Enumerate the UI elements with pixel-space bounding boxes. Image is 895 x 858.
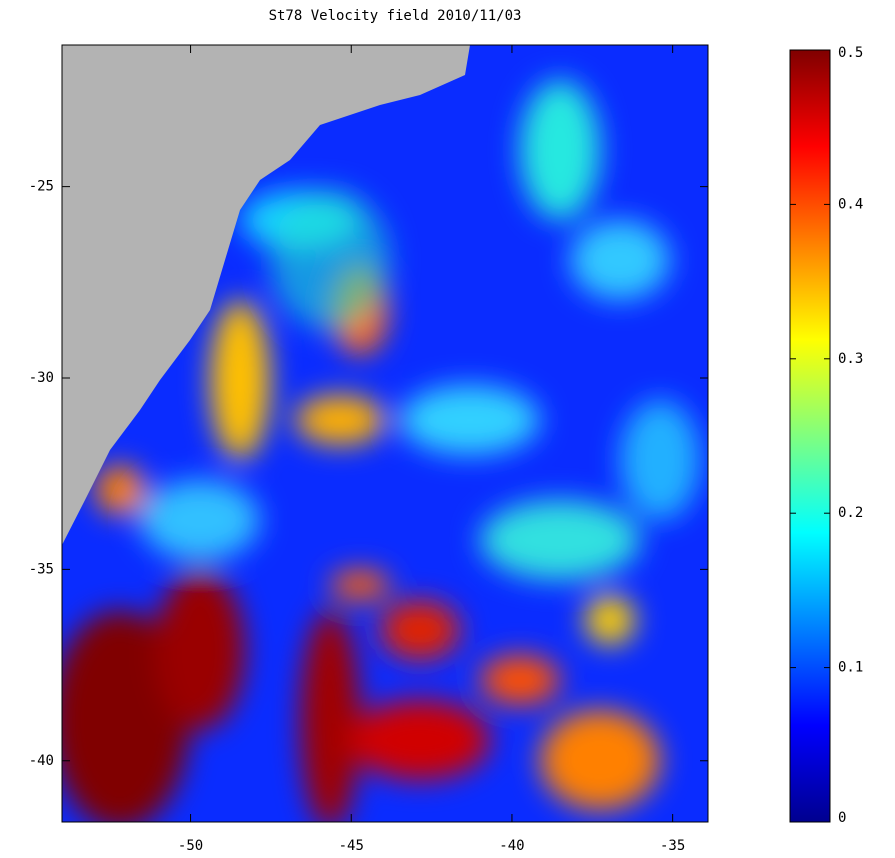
field-blobs [62, 80, 700, 822]
colorbar-tick-label: 0.3 [838, 351, 863, 367]
y-tick-label: -25 [29, 179, 54, 195]
colorbar-tick-label: 0.5 [838, 45, 863, 61]
x-tick-label: -35 [660, 838, 685, 854]
field [62, 45, 708, 822]
land [62, 45, 470, 545]
colorbar-tick-label: 0.1 [838, 660, 863, 676]
x-tick-label: -45 [339, 838, 364, 854]
x-tick-label: -50 [178, 838, 203, 854]
y-tick-label: -40 [29, 753, 54, 769]
axes-frame [61, 44, 709, 823]
colorbar [789, 49, 831, 823]
colorbar-tick-label: 0.4 [838, 196, 863, 212]
chart-title: St78 Velocity field 2010/11/03 [269, 8, 522, 24]
y-tick-label: -35 [29, 561, 54, 577]
x-tick-label: -40 [499, 838, 524, 854]
colorbar-tick-label: 0.2 [838, 505, 863, 521]
y-tick-label: -30 [29, 370, 54, 386]
colorbar-tick-label: 0 [838, 810, 846, 826]
